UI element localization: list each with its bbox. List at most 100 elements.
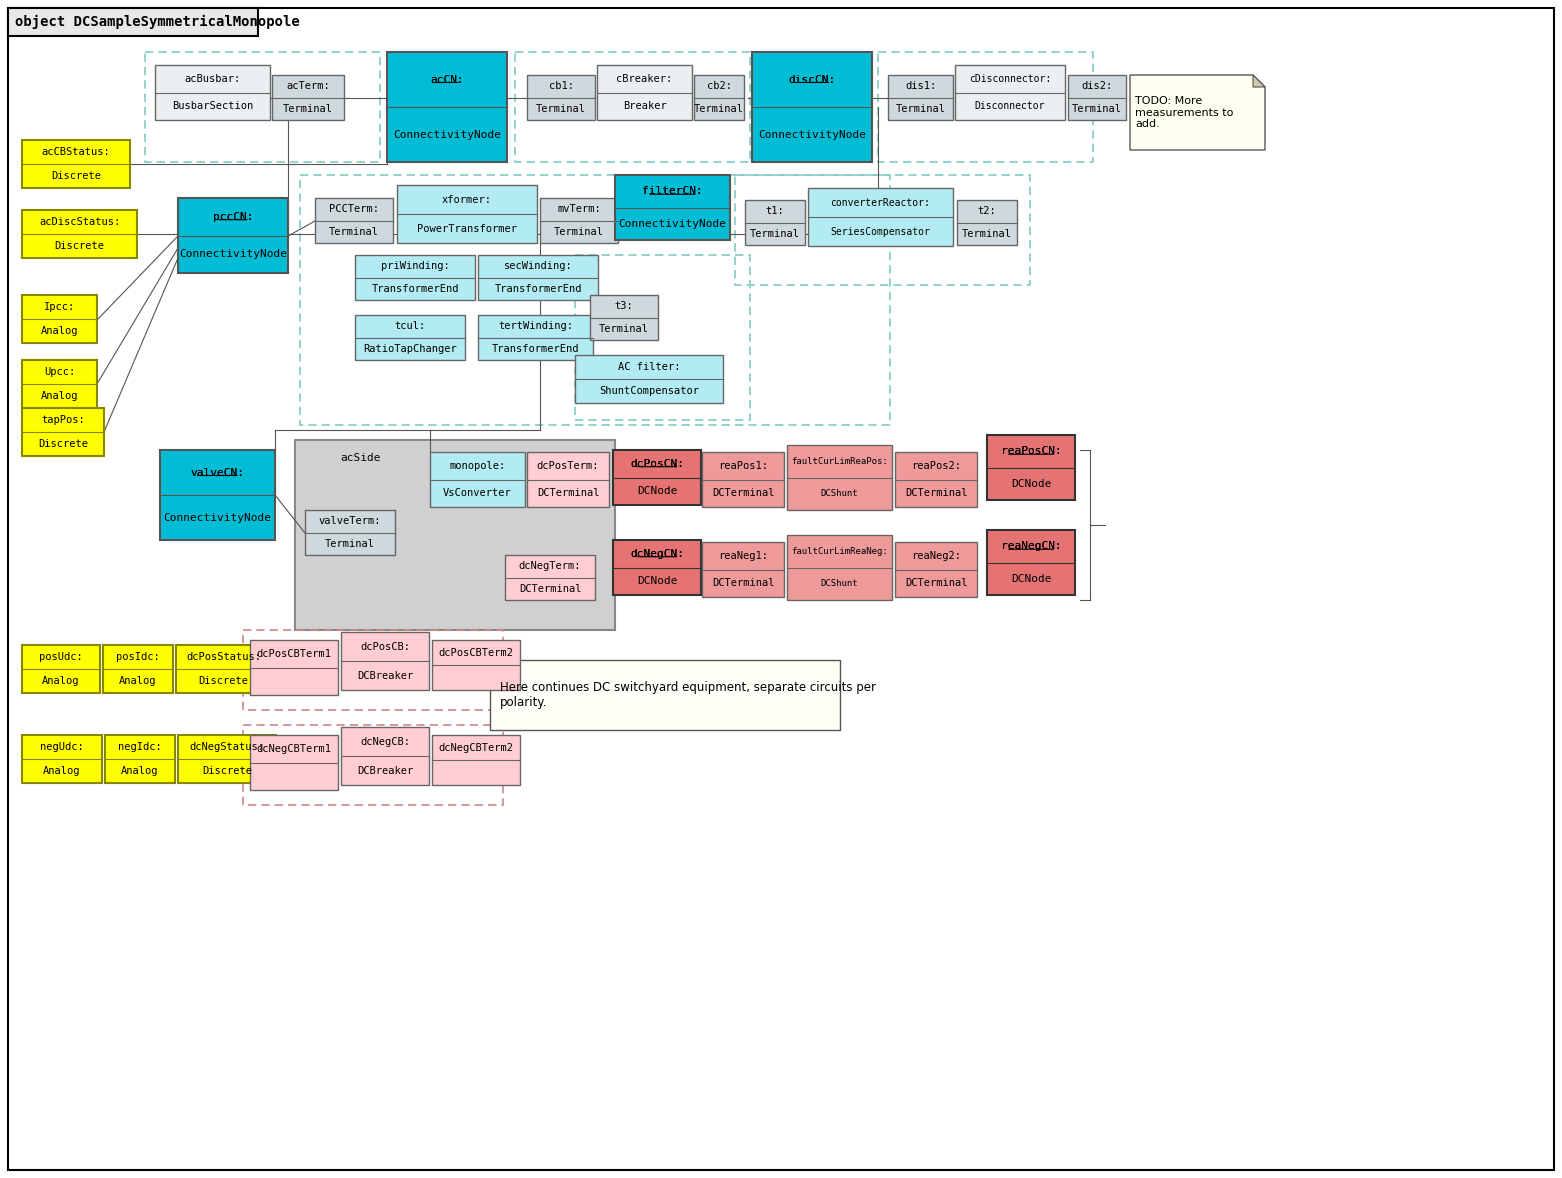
Bar — [244, 724, 503, 805]
Bar — [341, 727, 430, 785]
Text: discCN:: discCN: — [789, 74, 836, 85]
Text: pccCN:: pccCN: — [212, 212, 253, 221]
Text: filterCN:: filterCN: — [642, 186, 703, 197]
Text: posUdc:: posUdc: — [39, 651, 83, 662]
Text: TransformerEnd: TransformerEnd — [494, 284, 581, 293]
Text: Terminal: Terminal — [598, 324, 648, 333]
Bar — [615, 176, 729, 240]
Bar — [987, 530, 1075, 595]
Text: ConnectivityNode: ConnectivityNode — [180, 250, 287, 259]
Text: t1:: t1: — [765, 206, 784, 217]
Bar — [575, 355, 723, 403]
Text: Terminal: Terminal — [330, 226, 380, 237]
Bar — [745, 200, 804, 245]
Bar — [787, 445, 892, 510]
Bar — [540, 198, 619, 243]
Text: Breaker: Breaker — [623, 101, 667, 111]
Text: reaPosCN:: reaPosCN: — [1001, 446, 1061, 456]
Text: faultCurLimReaPos:: faultCurLimReaPos: — [790, 457, 887, 465]
Bar — [751, 52, 872, 163]
Bar — [387, 52, 508, 163]
Text: xformer:: xformer: — [442, 194, 492, 205]
Bar — [736, 176, 1029, 285]
Bar — [612, 540, 701, 595]
Text: dcNegCN:: dcNegCN: — [629, 549, 684, 558]
Text: cDisconnector:: cDisconnector: — [968, 74, 1051, 84]
Text: PCCTerm:: PCCTerm: — [330, 204, 380, 214]
Text: DCBreaker: DCBreaker — [356, 670, 412, 681]
Bar — [515, 52, 750, 163]
Text: dis2:: dis2: — [1081, 81, 1112, 91]
Text: Terminal: Terminal — [895, 104, 945, 114]
Text: SeriesCompensator: SeriesCompensator — [831, 226, 931, 237]
Text: dcPosCBTerm1: dcPosCBTerm1 — [256, 649, 331, 659]
Bar — [105, 735, 175, 783]
Text: reaPos2:: reaPos2: — [911, 461, 961, 471]
Text: ConnectivityNode: ConnectivityNode — [758, 130, 865, 139]
Text: valveCN:: valveCN: — [191, 468, 245, 477]
Text: acCN:: acCN: — [430, 74, 464, 85]
Bar — [787, 535, 892, 600]
Text: acSide: acSide — [341, 454, 380, 463]
Bar — [430, 452, 525, 507]
Text: t2:: t2: — [978, 206, 997, 217]
Bar — [526, 452, 609, 507]
Text: DCTerminal: DCTerminal — [712, 488, 775, 498]
Text: dcPosCN:: dcPosCN: — [629, 458, 684, 469]
Bar — [145, 52, 380, 163]
Bar — [808, 188, 953, 246]
Text: negUdc:: negUdc: — [41, 742, 84, 752]
Text: VsConverter: VsConverter — [444, 488, 512, 498]
Text: Ipcc:: Ipcc: — [44, 302, 75, 312]
Bar — [958, 200, 1017, 245]
Text: reaPosCN:: reaPosCN: — [1001, 446, 1061, 456]
Text: acDiscStatus:: acDiscStatus: — [39, 217, 120, 227]
Text: filterCN:: filterCN: — [642, 186, 703, 197]
Bar — [177, 646, 270, 693]
Bar — [590, 294, 658, 340]
Bar — [295, 441, 615, 630]
Text: Analog: Analog — [41, 391, 78, 401]
Text: Terminal: Terminal — [1072, 104, 1122, 114]
Text: dcNegCN:: dcNegCN: — [629, 549, 684, 558]
Text: Discrete: Discrete — [198, 676, 248, 686]
Bar — [22, 735, 102, 783]
Text: DCTerminal: DCTerminal — [904, 578, 967, 588]
Text: acCBStatus:: acCBStatus: — [42, 147, 111, 157]
Text: negIdc:: negIdc: — [119, 742, 162, 752]
Text: DCNode: DCNode — [637, 487, 678, 496]
Text: faultCurLimReaNeg:: faultCurLimReaNeg: — [790, 547, 887, 556]
Bar — [22, 140, 130, 188]
Text: Analog: Analog — [119, 676, 156, 686]
Text: acBusbar:: acBusbar: — [184, 74, 241, 84]
Text: TransformerEnd: TransformerEnd — [372, 284, 459, 293]
Bar — [889, 75, 953, 120]
Text: dcNegTerm:: dcNegTerm: — [519, 561, 581, 571]
Bar — [22, 360, 97, 408]
Text: TransformerEnd: TransformerEnd — [492, 344, 580, 353]
Bar — [694, 75, 744, 120]
Bar — [895, 452, 976, 507]
Bar — [22, 294, 97, 343]
Text: secWinding:: secWinding: — [503, 262, 572, 271]
Bar — [878, 52, 1093, 163]
Bar — [305, 510, 395, 555]
Text: acTerm:: acTerm: — [286, 81, 330, 91]
Text: discCN:: discCN: — [789, 74, 836, 85]
Text: monopole:: monopole: — [450, 461, 506, 471]
Text: tertWinding:: tertWinding: — [498, 322, 573, 331]
Bar — [155, 65, 270, 120]
Bar — [355, 315, 465, 360]
Text: acCN:: acCN: — [430, 74, 464, 85]
Bar — [397, 185, 537, 243]
Text: reaNegCN:: reaNegCN: — [1001, 541, 1061, 551]
Text: DCTerminal: DCTerminal — [519, 584, 581, 594]
Text: dis1:: dis1: — [904, 81, 936, 91]
Text: DCNode: DCNode — [1011, 478, 1051, 489]
Text: converterReactor:: converterReactor: — [831, 198, 931, 207]
Bar — [178, 735, 276, 783]
Text: pccCN:: pccCN: — [212, 212, 253, 221]
Polygon shape — [1253, 75, 1265, 87]
Text: mvTerm:: mvTerm: — [558, 204, 601, 214]
Text: dcPosStatus:: dcPosStatus: — [186, 651, 261, 662]
